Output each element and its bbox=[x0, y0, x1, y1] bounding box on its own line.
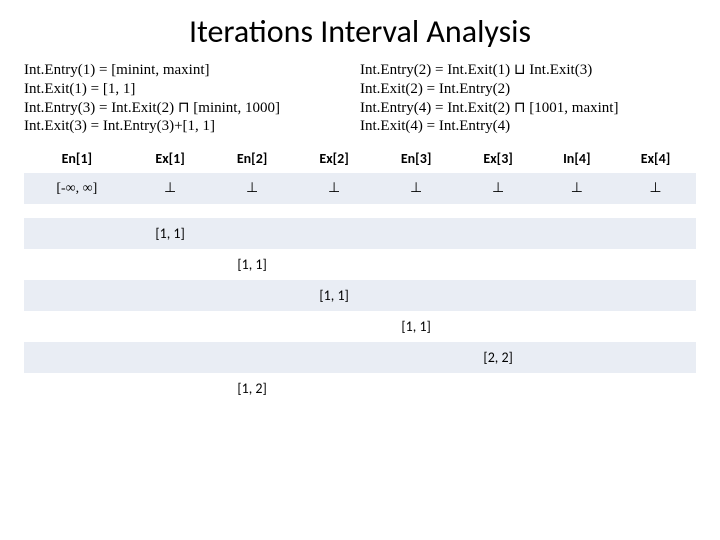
cell bbox=[458, 311, 539, 342]
cell bbox=[615, 373, 696, 404]
cell: ⊥ bbox=[458, 173, 539, 204]
eq-3-1: Int.Entry(3) = Int.Exit(2) ⊓ [minint, 10… bbox=[24, 99, 356, 118]
cell bbox=[615, 249, 696, 280]
eq-col-3: Int.Entry(3) = Int.Exit(2) ⊓ [minint, 10… bbox=[24, 99, 360, 137]
cell bbox=[294, 204, 375, 218]
col-header: En[2] bbox=[211, 144, 294, 173]
cell bbox=[211, 280, 294, 311]
cell bbox=[615, 218, 696, 249]
cell bbox=[24, 311, 130, 342]
cell: [1, 1] bbox=[211, 249, 294, 280]
cell bbox=[24, 249, 130, 280]
cell bbox=[375, 249, 458, 280]
cell bbox=[375, 204, 458, 218]
eq-4-1: Int.Entry(4) = Int.Exit(2) ⊓ [1001, maxi… bbox=[360, 99, 692, 118]
cell bbox=[375, 218, 458, 249]
cell bbox=[539, 342, 616, 373]
cell: [1, 1] bbox=[375, 311, 458, 342]
cell bbox=[539, 373, 616, 404]
cell: [-∞, ∞] bbox=[24, 173, 130, 204]
eq-1-2: Int.Exit(1) = [1, 1] bbox=[24, 80, 356, 99]
cell bbox=[24, 280, 130, 311]
table-row: [1, 1] bbox=[24, 249, 696, 280]
cell bbox=[615, 342, 696, 373]
cell bbox=[130, 311, 211, 342]
equations-block: Int.Entry(1) = [minint, maxint] Int.Exit… bbox=[24, 61, 696, 136]
cell bbox=[24, 204, 130, 218]
cell: ⊥ bbox=[294, 173, 375, 204]
cell: ⊥ bbox=[615, 173, 696, 204]
page-title: Iterations Interval Analysis bbox=[24, 12, 696, 51]
eq-col-2: Int.Entry(2) = Int.Exit(1) ⊔ Int.Exit(3)… bbox=[360, 61, 696, 99]
table-row: [1, 1] bbox=[24, 280, 696, 311]
cell bbox=[294, 342, 375, 373]
eq-3-2: Int.Exit(3) = Int.Entry(3)+[1, 1] bbox=[24, 117, 356, 136]
col-header: Ex[1] bbox=[130, 144, 211, 173]
cell bbox=[130, 280, 211, 311]
eq-col-1: Int.Entry(1) = [minint, maxint] Int.Exit… bbox=[24, 61, 360, 99]
table-row: [1, 2] bbox=[24, 373, 696, 404]
cell bbox=[539, 280, 616, 311]
cell bbox=[458, 280, 539, 311]
cell: ⊥ bbox=[130, 173, 211, 204]
cell bbox=[211, 218, 294, 249]
eq-2-2: Int.Exit(2) = Int.Entry(2) bbox=[360, 80, 692, 99]
iterations-table: En[1] Ex[1] En[2] Ex[2] En[3] Ex[3] In[4… bbox=[24, 144, 696, 404]
cell: ⊥ bbox=[539, 173, 616, 204]
cell: ⊥ bbox=[211, 173, 294, 204]
cell: ⊥ bbox=[375, 173, 458, 204]
table-row: [-∞, ∞] ⊥ ⊥ ⊥ ⊥ ⊥ ⊥ ⊥ bbox=[24, 173, 696, 204]
col-header: Ex[4] bbox=[615, 144, 696, 173]
cell bbox=[375, 280, 458, 311]
cell bbox=[615, 280, 696, 311]
eq-col-4: Int.Entry(4) = Int.Exit(2) ⊓ [1001, maxi… bbox=[360, 99, 696, 137]
cell bbox=[539, 218, 616, 249]
eq-4-2: Int.Exit(4) = Int.Entry(4) bbox=[360, 117, 692, 136]
table-row bbox=[24, 204, 696, 218]
cell bbox=[375, 342, 458, 373]
table-header-row: En[1] Ex[1] En[2] Ex[2] En[3] Ex[3] In[4… bbox=[24, 144, 696, 173]
cell bbox=[130, 249, 211, 280]
col-header: Ex[2] bbox=[294, 144, 375, 173]
col-header: In[4] bbox=[539, 144, 616, 173]
cell bbox=[211, 204, 294, 218]
cell bbox=[294, 218, 375, 249]
col-header: En[3] bbox=[375, 144, 458, 173]
cell bbox=[130, 373, 211, 404]
cell bbox=[130, 342, 211, 373]
eq-2-1: Int.Entry(2) = Int.Exit(1) ⊔ Int.Exit(3) bbox=[360, 61, 692, 80]
cell bbox=[294, 249, 375, 280]
cell bbox=[294, 373, 375, 404]
cell bbox=[615, 204, 696, 218]
cell bbox=[24, 373, 130, 404]
cell: [1, 1] bbox=[294, 280, 375, 311]
cell bbox=[130, 204, 211, 218]
cell: [2, 2] bbox=[458, 342, 539, 373]
eq-1-1: Int.Entry(1) = [minint, maxint] bbox=[24, 61, 356, 80]
cell bbox=[211, 342, 294, 373]
cell bbox=[539, 249, 616, 280]
cell: [1, 1] bbox=[130, 218, 211, 249]
cell bbox=[458, 249, 539, 280]
cell: [1, 2] bbox=[211, 373, 294, 404]
table-row: [1, 1] bbox=[24, 311, 696, 342]
table-body: [-∞, ∞] ⊥ ⊥ ⊥ ⊥ ⊥ ⊥ ⊥ [1, 1] bbox=[24, 173, 696, 404]
table-row: [1, 1] bbox=[24, 218, 696, 249]
cell bbox=[458, 373, 539, 404]
cell bbox=[375, 373, 458, 404]
col-header: En[1] bbox=[24, 144, 130, 173]
cell bbox=[24, 218, 130, 249]
cell bbox=[615, 311, 696, 342]
cell bbox=[24, 342, 130, 373]
cell bbox=[458, 218, 539, 249]
cell bbox=[458, 204, 539, 218]
col-header: Ex[3] bbox=[458, 144, 539, 173]
table-row: [2, 2] bbox=[24, 342, 696, 373]
cell bbox=[539, 311, 616, 342]
cell bbox=[539, 204, 616, 218]
cell bbox=[294, 311, 375, 342]
cell bbox=[211, 311, 294, 342]
